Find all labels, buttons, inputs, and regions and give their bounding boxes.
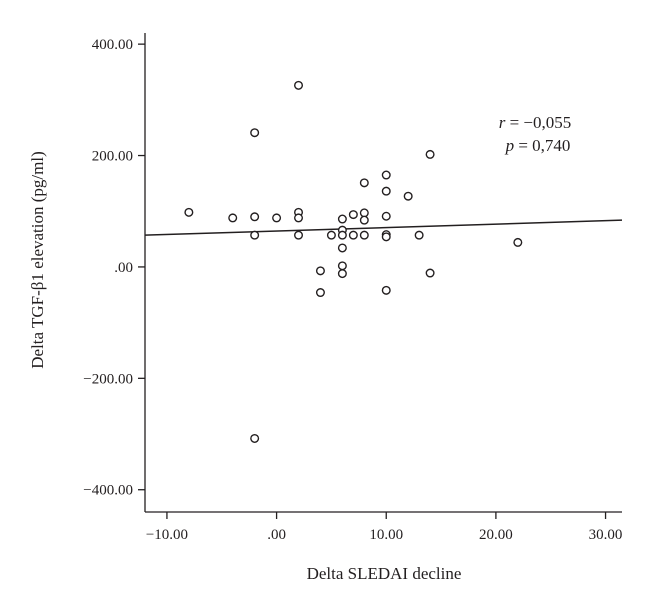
data-point [337,230,347,240]
data-point [250,128,260,138]
y-tick-label: .00 [114,260,133,276]
data-point [425,149,435,159]
data-point [348,230,358,240]
x-tick-label: −10.00 [146,527,188,543]
data-point [337,243,347,253]
data-point [381,170,391,180]
data-point [250,212,260,222]
axes: 400.00 200.00 .00 −200.00 −400.00 −10.00 .00 10… [83,33,622,543]
data-point [513,237,523,247]
data-point [359,208,369,218]
x-tick-label: 20.00 [479,527,513,543]
data-point [294,80,304,90]
data-point [294,213,304,223]
y-tick-label: 200.00 [92,149,133,165]
data-point [272,213,282,223]
stat-p-value: = 0,740 [514,136,570,155]
data-points [184,80,523,443]
stat-p: p = 0,740 [505,136,571,155]
stat-r-value: = −0,055 [505,113,571,132]
data-point [326,230,336,240]
y-tick-label: −200.00 [83,371,133,387]
y-tick-label: −400.00 [83,483,133,499]
data-point [348,210,358,220]
correlation-stats: r = −0,055 p = 0,740 [499,113,572,155]
data-point [294,230,304,240]
data-point [359,230,369,240]
data-point [381,186,391,196]
data-point [315,288,325,298]
x-tick-label: .00 [267,527,286,543]
data-point [315,266,325,276]
data-point [359,215,369,225]
data-point [359,178,369,188]
data-point [184,207,194,217]
data-point [337,261,347,271]
stat-r: r = −0,055 [499,113,572,132]
regression-line [144,219,623,236]
data-point [381,211,391,221]
data-point [381,285,391,295]
regression-layer [144,219,623,236]
stat-p-var: p [505,136,515,155]
x-tick-label: 30.00 [589,527,623,543]
x-axis-title: Delta SLEDAI decline [307,564,462,583]
stat-r-var: r [499,113,506,132]
data-point [250,433,260,443]
data-point [337,269,347,279]
y-tick-label: 400.00 [92,37,133,53]
x-tick-label: 10.00 [369,527,403,543]
data-point [403,191,413,201]
data-point [381,232,391,242]
data-point [228,213,238,223]
data-point [337,214,347,224]
y-axis-title: Delta TGF-β1 elevation (pg/ml) [28,151,47,368]
data-point [250,230,260,240]
data-point [425,268,435,278]
data-point [414,230,424,240]
